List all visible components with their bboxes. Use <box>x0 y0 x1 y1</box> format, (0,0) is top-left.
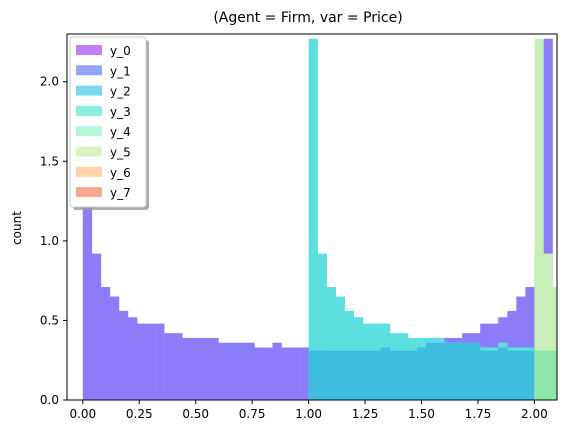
bar-y1-22 <box>281 347 291 400</box>
bar-y2-19 <box>480 350 490 400</box>
x-tick-label-7: 1.75 <box>465 407 492 421</box>
bar-y2-3 <box>335 350 346 400</box>
bar-y5-2 <box>552 287 558 400</box>
bar-y1-20 <box>263 347 273 400</box>
bar-y5-0 <box>534 38 544 401</box>
bar-y2-20 <box>489 350 499 400</box>
bar-y3-0 <box>308 38 318 401</box>
bar-y2-8 <box>380 347 391 400</box>
bar-y1-49 <box>525 287 535 400</box>
legend-label-5: y_5 <box>110 146 131 160</box>
bar-y2-14 <box>435 342 445 400</box>
bar-y2-10 <box>398 350 409 400</box>
bar-y2-23 <box>516 350 526 400</box>
plot-area: 0.00 0.25 0.50 0.75 1.00 1.25 1.50 1.75 2.00 0.0 0… <box>40 33 558 421</box>
bar-y1-11 <box>182 337 192 400</box>
legend-swatch-6 <box>76 166 102 177</box>
legend-swatch-1 <box>76 65 102 76</box>
bar-y1-3 <box>109 296 120 400</box>
bar-y1-18 <box>245 342 255 400</box>
y-axis-label: count <box>10 211 24 245</box>
y-tick-label-0: 0.0 <box>40 393 59 407</box>
bar-y1-24 <box>299 347 309 400</box>
bar-y2-1 <box>317 350 327 400</box>
bar-y1-9 <box>164 333 174 400</box>
bar-y1-4 <box>118 310 129 400</box>
bar-y1-17 <box>236 342 246 400</box>
bar-y1-14 <box>209 337 219 400</box>
bar-y3-1 <box>317 253 327 400</box>
bar-y2-2 <box>326 350 337 400</box>
legend-swatch-2 <box>76 85 102 96</box>
legend-swatch-0 <box>76 45 102 55</box>
bar-y3-3 <box>335 296 346 400</box>
bar-y2-17 <box>462 342 472 400</box>
bar-y1-5 <box>127 317 138 400</box>
legend-label-4: y_4 <box>110 125 131 139</box>
bar-y1-16 <box>227 342 237 400</box>
bar-y1-23 <box>290 347 300 400</box>
bar-y1-12 <box>191 337 201 400</box>
legend-label-0: y_0 <box>110 44 131 58</box>
bar-y2-22 <box>507 350 517 400</box>
bar-y1-21 <box>272 342 282 400</box>
legend-swatch-4 <box>76 126 102 137</box>
bar-y3-2 <box>326 287 337 400</box>
bar-y1-0 <box>82 201 93 400</box>
bar-y2-4 <box>344 350 355 400</box>
bar-y2-16 <box>453 342 463 400</box>
bar-y4-1 <box>543 350 553 400</box>
bar-y1-8 <box>155 323 165 400</box>
bar-y1-10 <box>173 333 183 400</box>
x-tick-label-5: 1.25 <box>352 407 379 421</box>
bar-y1-13 <box>200 337 210 400</box>
bar-y2-12 <box>417 347 427 400</box>
legend-swatch-7 <box>76 187 102 198</box>
axes-frame <box>66 33 558 401</box>
bar-y4-2 <box>552 350 558 400</box>
y-tick-label-4: 2.0 <box>40 75 59 89</box>
bar-y2-0 <box>308 350 318 400</box>
x-tick-label-2: 0.50 <box>182 407 209 421</box>
bar-y1-51 <box>543 38 553 401</box>
bar-y2-6 <box>362 350 373 400</box>
bar-y2-9 <box>389 350 400 400</box>
chart-title: (Agent = Firm, var = Price) <box>213 10 402 26</box>
x-tick-label-8: 2.00 <box>521 407 548 421</box>
bar-y2-15 <box>444 342 454 400</box>
x-tick-label-4: 1.00 <box>295 407 322 421</box>
bar-y2-7 <box>371 350 382 400</box>
bar-y1-19 <box>254 347 264 400</box>
bar-y1-1 <box>91 253 102 400</box>
y-tick-label-2: 1.0 <box>40 234 59 248</box>
x-tick-label-1: 0.25 <box>126 407 153 421</box>
legend-label-7: y_7 <box>110 186 131 200</box>
bar-y2-24 <box>525 350 535 400</box>
legend-swatch-3 <box>76 105 102 116</box>
bar-y1-15 <box>218 342 228 400</box>
bar-y2-18 <box>471 342 481 400</box>
bar-y4-0 <box>534 350 544 400</box>
x-tick-label-6: 1.50 <box>408 407 435 421</box>
bar-y2-5 <box>353 350 364 400</box>
legend-box <box>69 36 147 208</box>
legend-label-2: y_2 <box>110 85 131 99</box>
bar-y1-2 <box>100 287 111 400</box>
y-tick-label-1: 0.5 <box>40 313 59 327</box>
bar-y2-21 <box>498 347 508 400</box>
y-tick-label-3: 1.5 <box>40 154 59 168</box>
bar-y5-1 <box>543 253 553 400</box>
legend-swatch-5 <box>76 146 102 157</box>
x-tick-label-0: 0.00 <box>69 407 96 421</box>
legend-label-6: y_6 <box>110 166 131 180</box>
legend-label-1: y_1 <box>110 64 131 78</box>
bar-y2-11 <box>407 350 418 400</box>
bar-y1-7 <box>146 323 156 400</box>
x-tick-label-3: 0.75 <box>239 407 266 421</box>
legend-label-3: y_3 <box>110 105 131 119</box>
bar-y1-6 <box>137 323 147 400</box>
bar-y2-13 <box>426 342 436 400</box>
